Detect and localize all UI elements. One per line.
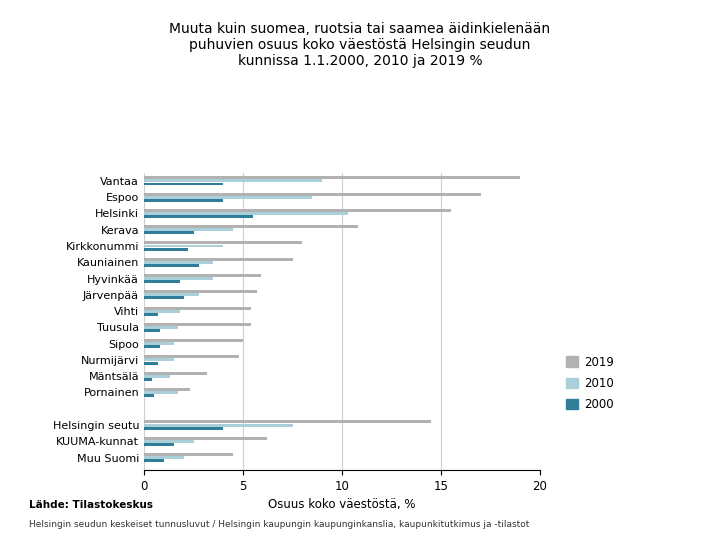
Bar [144,391,178,394]
Bar [144,345,160,348]
Bar [144,199,223,202]
Bar [144,427,223,430]
Text: Helsingin seudun keskeiset tunnusluvut / Helsingin kaupungin kaupunginkanslia, k: Helsingin seudun keskeiset tunnusluvut /… [29,520,529,529]
Bar [144,209,451,212]
Bar [144,291,257,293]
Bar [144,248,187,251]
Bar [144,264,199,267]
Bar [144,440,194,443]
Bar [144,421,431,423]
Bar [144,388,189,391]
Bar [144,313,158,316]
Bar [144,372,207,375]
Bar [144,215,253,218]
Bar [144,456,184,459]
Bar [144,362,158,364]
Bar [144,245,223,247]
Bar [144,339,243,342]
Bar [144,274,261,277]
Bar [144,296,184,299]
Bar [144,326,178,329]
Bar [144,459,164,462]
Bar [144,241,302,245]
Bar [144,225,358,228]
X-axis label: Osuus koko väestöstä, %: Osuus koko väestöstä, % [269,498,415,511]
Bar [144,309,180,313]
Bar [144,261,213,264]
Bar [144,394,154,397]
Bar [144,453,233,456]
Text: Muuta kuin suomea, ruotsia tai saamea äidinkielenään
puhuvien osuus koko väestös: Muuta kuin suomea, ruotsia tai saamea äi… [169,22,551,68]
Bar [144,375,170,377]
Bar [144,323,251,326]
Bar [144,212,348,215]
Bar [144,342,174,345]
Bar [144,423,292,427]
Text: Lähde: Tilastokeskus: Lähde: Tilastokeskus [29,500,153,510]
Bar [144,228,233,231]
Bar [144,280,180,283]
Bar [144,443,174,446]
Bar [144,355,239,359]
Bar [144,193,481,195]
Bar [144,359,174,361]
Bar [144,307,251,309]
Bar [144,293,199,296]
Bar [144,177,521,179]
Bar [144,437,266,440]
Bar [144,183,223,186]
Bar [144,231,194,234]
Bar [144,378,152,381]
Bar [144,277,213,280]
Legend: 2019, 2010, 2000: 2019, 2010, 2000 [562,351,618,416]
Bar [144,195,312,199]
Bar [144,329,160,332]
Bar [144,258,292,261]
Bar [144,179,323,183]
